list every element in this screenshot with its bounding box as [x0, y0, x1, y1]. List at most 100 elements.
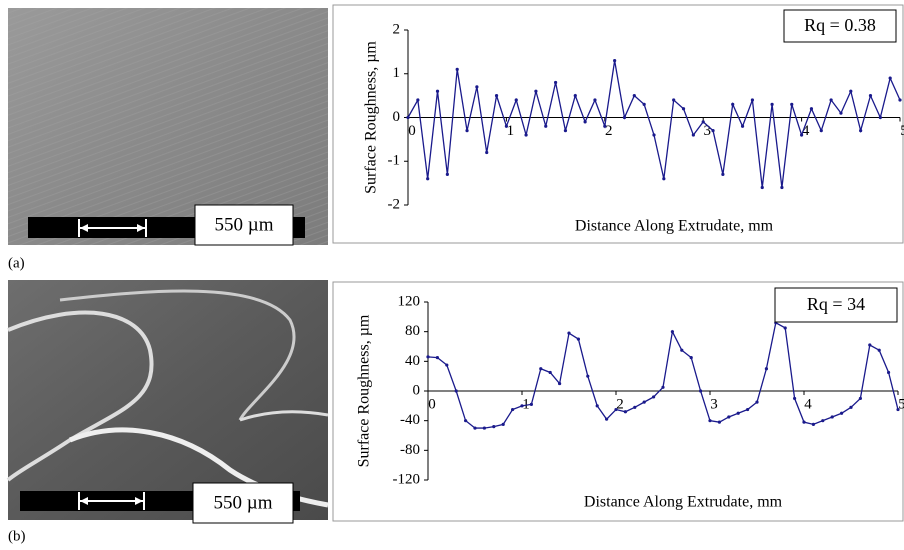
data-point: [731, 102, 735, 106]
data-point: [603, 124, 607, 128]
data-point: [558, 381, 562, 386]
y-tick-label: -120: [393, 471, 421, 487]
data-point: [514, 98, 518, 102]
data-point: [800, 133, 804, 137]
data-point: [454, 389, 458, 393]
data-point: [829, 98, 833, 102]
data-point: [849, 89, 853, 93]
data-point: [652, 133, 656, 137]
y-tick-label: 40: [405, 353, 420, 369]
data-point: [593, 98, 597, 102]
data-point: [670, 330, 675, 334]
data-point: [548, 370, 552, 375]
data-point: [642, 400, 646, 404]
sem-image-b: [6, 280, 329, 524]
data-point: [811, 422, 816, 426]
data-point: [613, 59, 617, 63]
data-point: [529, 402, 534, 406]
data-point: [740, 124, 745, 128]
data-point: [524, 133, 528, 137]
data-point: [539, 367, 543, 371]
data-point: [586, 374, 590, 378]
annotation-box: [774, 287, 898, 323]
data-point: [445, 363, 449, 367]
x-tick-label: 0: [428, 396, 436, 412]
y-tick-label: -2: [388, 196, 401, 212]
annotation: Rq = 0.38: [804, 15, 876, 35]
data-point: [576, 337, 581, 341]
data-point: [746, 407, 750, 412]
data-point: [622, 115, 627, 120]
data-point: [614, 407, 618, 412]
data-point: [764, 367, 769, 371]
data-point: [642, 102, 646, 106]
chart-frame: [332, 4, 904, 244]
scale-bar-label: 550 µm: [215, 214, 274, 235]
x-tick-label: 3: [703, 123, 711, 139]
y-tick-label: 120: [398, 293, 421, 309]
data-point: [849, 405, 853, 409]
data-point: [661, 385, 665, 389]
data-point: [770, 102, 774, 106]
data-point: [465, 129, 469, 133]
data-point: [567, 331, 571, 335]
data-point: [839, 111, 843, 115]
data-point: [595, 404, 599, 408]
data-point: [701, 120, 705, 124]
x-axis-label: Distance Along Extrudate, mm: [584, 494, 783, 511]
x-tick-label: 0: [408, 123, 416, 139]
data-point: [494, 94, 499, 98]
x-tick-label: 2: [616, 396, 624, 412]
y-tick-label: 0: [413, 382, 421, 398]
y-tick-label: -40: [400, 412, 420, 428]
y-tick-label: -80: [400, 442, 420, 458]
data-point: [727, 415, 731, 419]
data-point: [830, 415, 834, 419]
data-point: [406, 115, 410, 120]
data-point: [888, 76, 892, 80]
data-point: [780, 185, 784, 190]
data-point: [563, 129, 568, 133]
data-point: [475, 85, 479, 89]
x-tick-label: 4: [804, 396, 812, 412]
sem-image-a: [8, 8, 328, 246]
y-axis-label: Surface Roughness, µm: [363, 41, 380, 194]
y-tick-label: -1: [388, 153, 401, 169]
data-point: [426, 355, 430, 359]
data-point: [793, 396, 797, 401]
data-point: [783, 326, 787, 330]
data-point: [652, 395, 656, 399]
data-point: [887, 370, 891, 375]
data-point: [554, 80, 558, 85]
y-tick-label: 2: [393, 21, 401, 37]
y-tick-label: 1: [393, 65, 401, 81]
x-tick-label: 1: [507, 123, 515, 139]
data-point: [501, 422, 505, 426]
data-point: [721, 172, 725, 176]
x-tick-label: 5: [898, 396, 904, 412]
data-point: [750, 98, 755, 102]
data-line: [407, 60, 901, 188]
data-point: [681, 107, 686, 111]
data-point: [544, 124, 548, 128]
data-point: [583, 120, 587, 124]
data-point: [868, 94, 873, 98]
annotation-box: [783, 9, 897, 43]
data-point: [790, 102, 794, 106]
data-point: [898, 98, 902, 102]
data-point: [755, 400, 759, 404]
data-point: [711, 129, 715, 133]
data-line: [427, 321, 899, 429]
data-point: [760, 185, 764, 190]
data-point: [464, 419, 468, 423]
data-point: [717, 420, 722, 424]
x-tick-label: 4: [802, 123, 810, 139]
data-point: [632, 94, 636, 98]
data-point: [573, 94, 577, 98]
chart-frame: [332, 281, 904, 522]
data-point: [623, 410, 628, 414]
data-point: [435, 89, 440, 93]
data-point: [435, 356, 439, 360]
annotation: Rq = 34: [807, 294, 865, 314]
data-point: [662, 177, 666, 181]
